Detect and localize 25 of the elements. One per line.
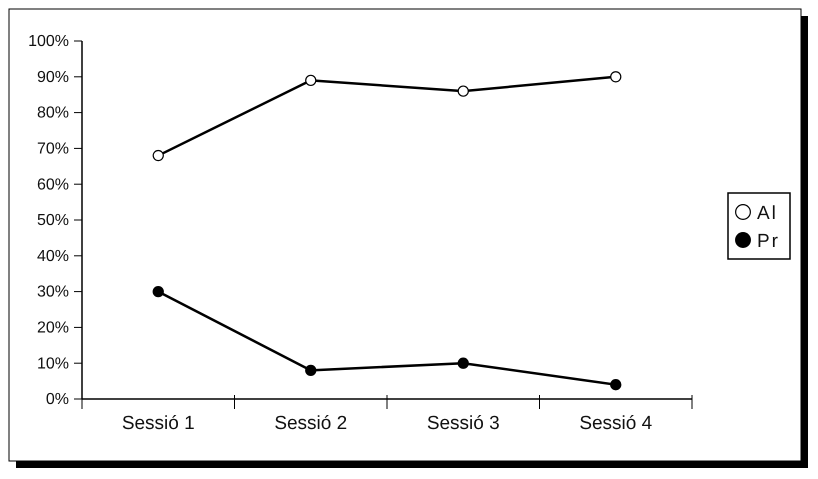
y-tick-label: 50%: [36, 212, 69, 230]
point: [610, 71, 622, 82]
y-tick-label: 40%: [36, 248, 69, 265]
x-tick-label: Sessió 1: [122, 413, 195, 434]
point: [458, 358, 469, 369]
point: [152, 150, 164, 162]
y-tick-label: 90%: [36, 68, 69, 86]
point: [152, 286, 164, 298]
y-tick-label: 30%: [36, 284, 69, 301]
point: [610, 379, 622, 390]
y-tick-label: 60%: [36, 176, 69, 194]
point: [458, 85, 469, 97]
x-tick-label: Sessió 2: [274, 413, 348, 434]
legend-label: Al: [757, 203, 778, 224]
y-tick-label: 0%: [46, 391, 69, 408]
y-tick-label: 80%: [36, 104, 69, 122]
legend-label: Pr: [757, 231, 780, 252]
x-tick-label: Sessió 4: [579, 413, 653, 434]
y-tick-label: 70%: [36, 140, 69, 158]
y-tick-label: 100%: [28, 33, 69, 50]
y-tick-label: 10%: [36, 355, 69, 372]
point: [305, 364, 316, 376]
point: [305, 74, 316, 86]
y-tick-label: 20%: [36, 320, 69, 337]
x-tick-label: Sessió 3: [426, 413, 500, 434]
